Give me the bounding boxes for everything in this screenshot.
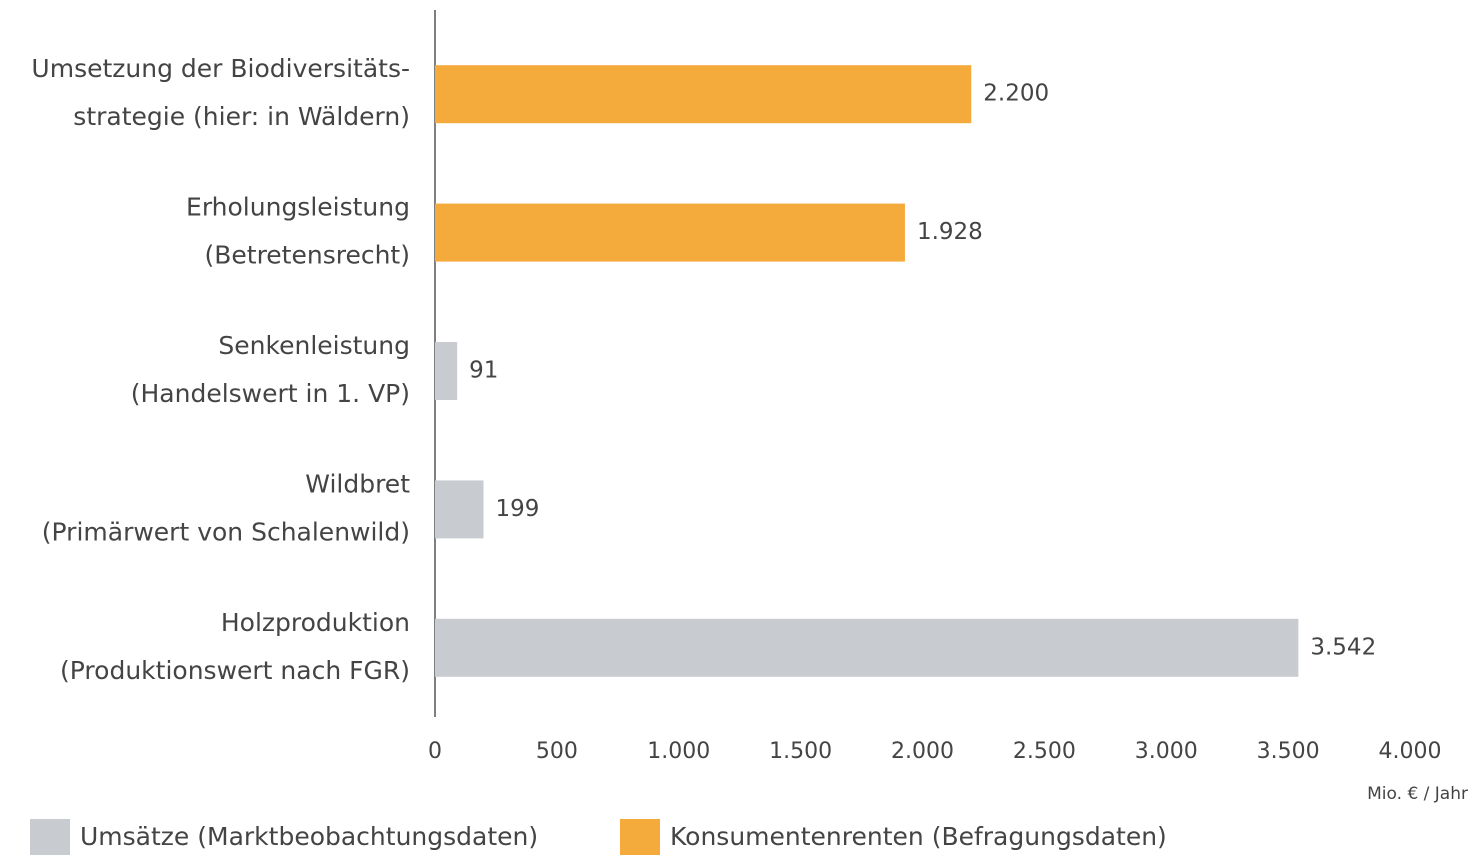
- bar: [435, 342, 458, 400]
- x-tick-label: 3.000: [1135, 739, 1198, 764]
- value-label: 91: [469, 358, 498, 384]
- x-tick-label: 1.000: [647, 739, 710, 764]
- value-label: 1.928: [917, 219, 983, 245]
- y-tick-label: Umsetzung der Biodiversitäts-: [31, 54, 410, 83]
- x-axis-label: Mio. € / Jahr: [1367, 784, 1468, 804]
- legend-label: Konsumentenrenten (Befragungsdaten): [670, 822, 1167, 851]
- x-tick-label: 1.500: [769, 739, 832, 764]
- legend-swatch: [30, 819, 70, 855]
- value-label: 3.542: [1310, 634, 1376, 660]
- y-tick-label: (Produktionswert nach FGR): [60, 656, 410, 685]
- y-tick-label: (Handelswert in 1. VP): [131, 379, 410, 408]
- value-label: 2.200: [983, 81, 1049, 107]
- y-tick-label: (Primärwert von Schalenwild): [42, 517, 410, 546]
- x-tick-label: 4.000: [1379, 739, 1442, 764]
- y-tick-label: Holzproduktion: [221, 608, 410, 637]
- value-label: 199: [496, 496, 540, 522]
- legend-label: Umsätze (Marktbeobachtungsdaten): [80, 822, 538, 851]
- y-tick-label: Wildbret: [305, 469, 410, 498]
- x-tick-label: 500: [536, 739, 578, 764]
- bar: [435, 618, 1299, 677]
- bar: [435, 480, 484, 539]
- y-tick-label: Senkenleistung: [218, 331, 410, 360]
- bar: [435, 65, 972, 124]
- x-tick-label: 2.000: [891, 739, 954, 764]
- bar: [435, 203, 905, 262]
- x-tick-label: 2.500: [1013, 739, 1076, 764]
- x-tick-label: 0: [428, 739, 442, 764]
- x-tick-label: 3.500: [1257, 739, 1320, 764]
- y-tick-label: strategie (hier: in Wäldern): [73, 102, 410, 131]
- legend-swatch: [620, 819, 660, 855]
- y-tick-label: Erholungsleistung: [186, 193, 410, 222]
- y-tick-label: (Betretensrecht): [204, 241, 410, 270]
